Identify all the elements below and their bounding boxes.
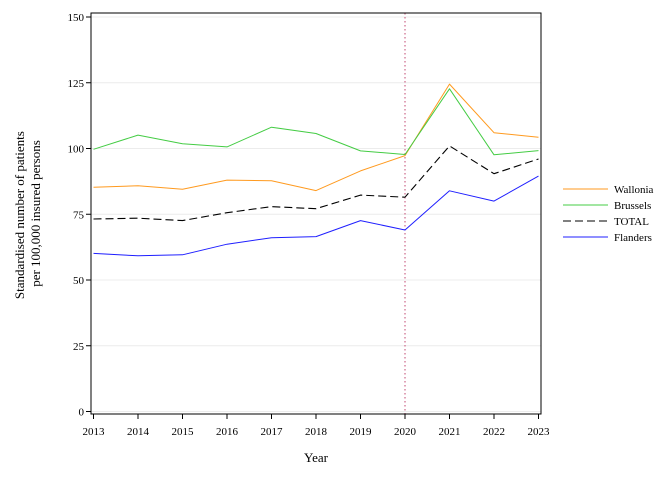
- x-tick-label: 2018: [305, 426, 328, 438]
- x-tick-label: 2015: [172, 426, 195, 438]
- y-tick-label: 0: [79, 407, 85, 419]
- x-tick-label: 2019: [350, 426, 373, 438]
- legend-label-brussels: Brussels: [614, 200, 651, 212]
- series-line-flanders: [93, 175, 539, 257]
- axes: 0 25 50 75 100 125 150 2013 2014 2015 2016 2017 2018…: [68, 12, 551, 438]
- x-tick-label: 2023: [528, 426, 551, 438]
- y-tick-label: 25: [73, 341, 85, 353]
- x-tick-label: 2014: [127, 426, 150, 438]
- plot-frame: [90, 12, 542, 415]
- y-tick-label: 50: [73, 275, 85, 287]
- y-axis-title-line-1: Standardised number of patients: [12, 131, 27, 299]
- x-axis-title: Year: [304, 450, 329, 465]
- y-tick-label: 125: [68, 78, 85, 90]
- series-line-total: [93, 145, 539, 222]
- gridlines: [91, 16, 541, 412]
- x-tick-label: 2013: [83, 426, 106, 438]
- x-tick-label: 2016: [216, 426, 239, 438]
- legend: Wallonia Brussels TOTAL Flanders: [563, 184, 654, 244]
- legend-label-total: TOTAL: [614, 216, 649, 228]
- series-line-wallonia: [93, 83, 539, 192]
- y-tick-label: 150: [68, 12, 85, 24]
- x-tick-label: 2022: [483, 426, 505, 438]
- series-line-brussels: [93, 88, 539, 156]
- legend-label-wallonia: Wallonia: [614, 184, 654, 196]
- y-tick-label: 75: [73, 209, 85, 221]
- y-axis-title-line-2: per 100,000 insured persons: [28, 140, 43, 287]
- plot-area: [90, 12, 542, 415]
- y-tick-label: 100: [68, 144, 85, 156]
- series-layer: [93, 83, 539, 257]
- legend-label-flanders: Flanders: [614, 232, 652, 244]
- x-tick-label: 2021: [439, 426, 461, 438]
- x-tick-label: 2017: [261, 426, 284, 438]
- y-axis-title: Standardised number of patients per 100,…: [12, 128, 43, 299]
- x-tick-label: 2020: [394, 426, 417, 438]
